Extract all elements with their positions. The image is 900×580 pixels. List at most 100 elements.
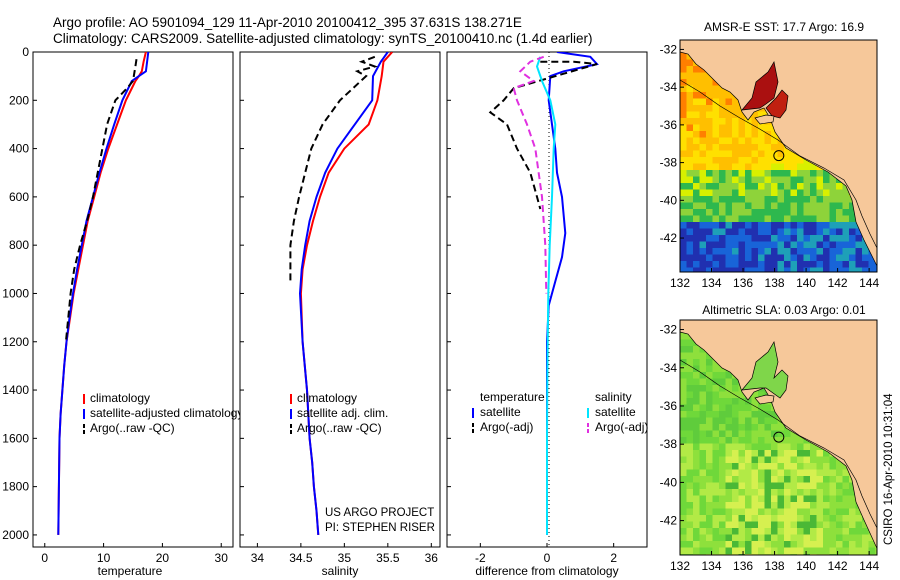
map-cell [829,235,837,242]
map-cell [745,430,752,438]
map-cell [849,235,856,242]
map-cell [771,183,778,190]
map-cell [699,469,707,477]
sla-map: Altimetric SLA: 0.03 Argo: 0.01 132 134 13… [660,303,880,573]
map-cell [784,248,791,255]
map-cell [784,437,791,444]
map-cell [680,228,687,236]
map-cell [764,235,772,242]
map-cell [797,450,804,457]
map-cell [816,541,824,548]
map-cell [849,482,856,490]
y-tick-label: 1200 [2,335,29,349]
map-cell [862,254,869,262]
map-cell [816,469,824,477]
map-cell [745,476,752,483]
map-cell [725,228,733,236]
map-y-tick-label: -38 [660,437,678,451]
map-cell [693,189,700,197]
map-cell [699,85,707,93]
map-cell [738,547,746,555]
map-cell [680,92,687,99]
map-cell [751,209,759,216]
map-x-tick-label: 138 [765,559,785,573]
map-cell [719,144,726,151]
map-cell [803,228,811,236]
map-cell [790,430,798,438]
map-cell [784,176,791,184]
map-cell [764,137,772,145]
map-cell [699,404,707,412]
map-cell [699,398,707,405]
map-cell [758,144,765,151]
map-cell [686,228,694,236]
map-cell [803,443,811,451]
map-cell [764,144,772,151]
map-cell [771,241,778,249]
x-tick-label: 34.5 [289,551,313,565]
map-cell [712,267,720,272]
map-cell [823,248,830,255]
map-cell [719,521,726,529]
map-cell [738,131,746,138]
map-cell [693,495,700,503]
map-cell [751,176,759,184]
map-cell [712,443,720,451]
map-cell [712,378,720,386]
map-cell [732,411,739,418]
map-cell [693,157,700,164]
map-cell [758,196,765,203]
map-cell [719,254,726,262]
map-cell [725,261,733,268]
map-cell [842,534,850,542]
map-cell [829,267,837,272]
map-cell [725,189,733,197]
map-cell [803,209,811,216]
map-cell [764,541,772,548]
map-cell [732,267,739,272]
map-y-tick-label: -42 [660,231,678,245]
map-cell [816,209,824,216]
map-cell [699,196,707,203]
map-cell [693,176,700,184]
map-cell [706,267,713,272]
map-cell [745,241,752,249]
map-cell [725,541,733,548]
map-cell [764,495,772,503]
map-cell [751,463,759,470]
map-cell [784,222,791,229]
map-cell [745,521,752,529]
map-cell [725,404,733,412]
map-cell [771,502,778,509]
map-cell [823,196,830,203]
map-cell [777,495,785,503]
map-cell [738,417,746,425]
map-cell [719,469,726,477]
map-cell [745,261,752,268]
map-y-tick-label: -40 [660,475,678,489]
map-cell [686,131,694,138]
map-cell [751,267,759,272]
map-cell [803,235,811,242]
x-tick-label: 10 [97,551,111,565]
map-cell [816,495,824,503]
map-cell [680,222,687,229]
temperature-ticks: 0 10 20 30 0 200 400 600 800 1000 1200 1400 1600 1800… [2,45,228,565]
map-cell [842,202,850,210]
map-cell [686,495,694,503]
map-cell [829,528,837,535]
map-cell [686,547,694,555]
sla-map-title: Altimetric SLA: 0.03 Argo: 0.01 [702,303,866,317]
map-cell [712,85,720,93]
map-cell [790,170,798,177]
map-cell [699,157,707,164]
map-cell [810,508,817,516]
map-cell [680,215,687,223]
map-cell [706,482,713,490]
legend-label: climatology [297,391,357,405]
map-cell [712,189,720,197]
map-cell [680,437,687,444]
map-cell [706,489,713,496]
map-cell [764,267,772,272]
map-cell [712,105,720,112]
